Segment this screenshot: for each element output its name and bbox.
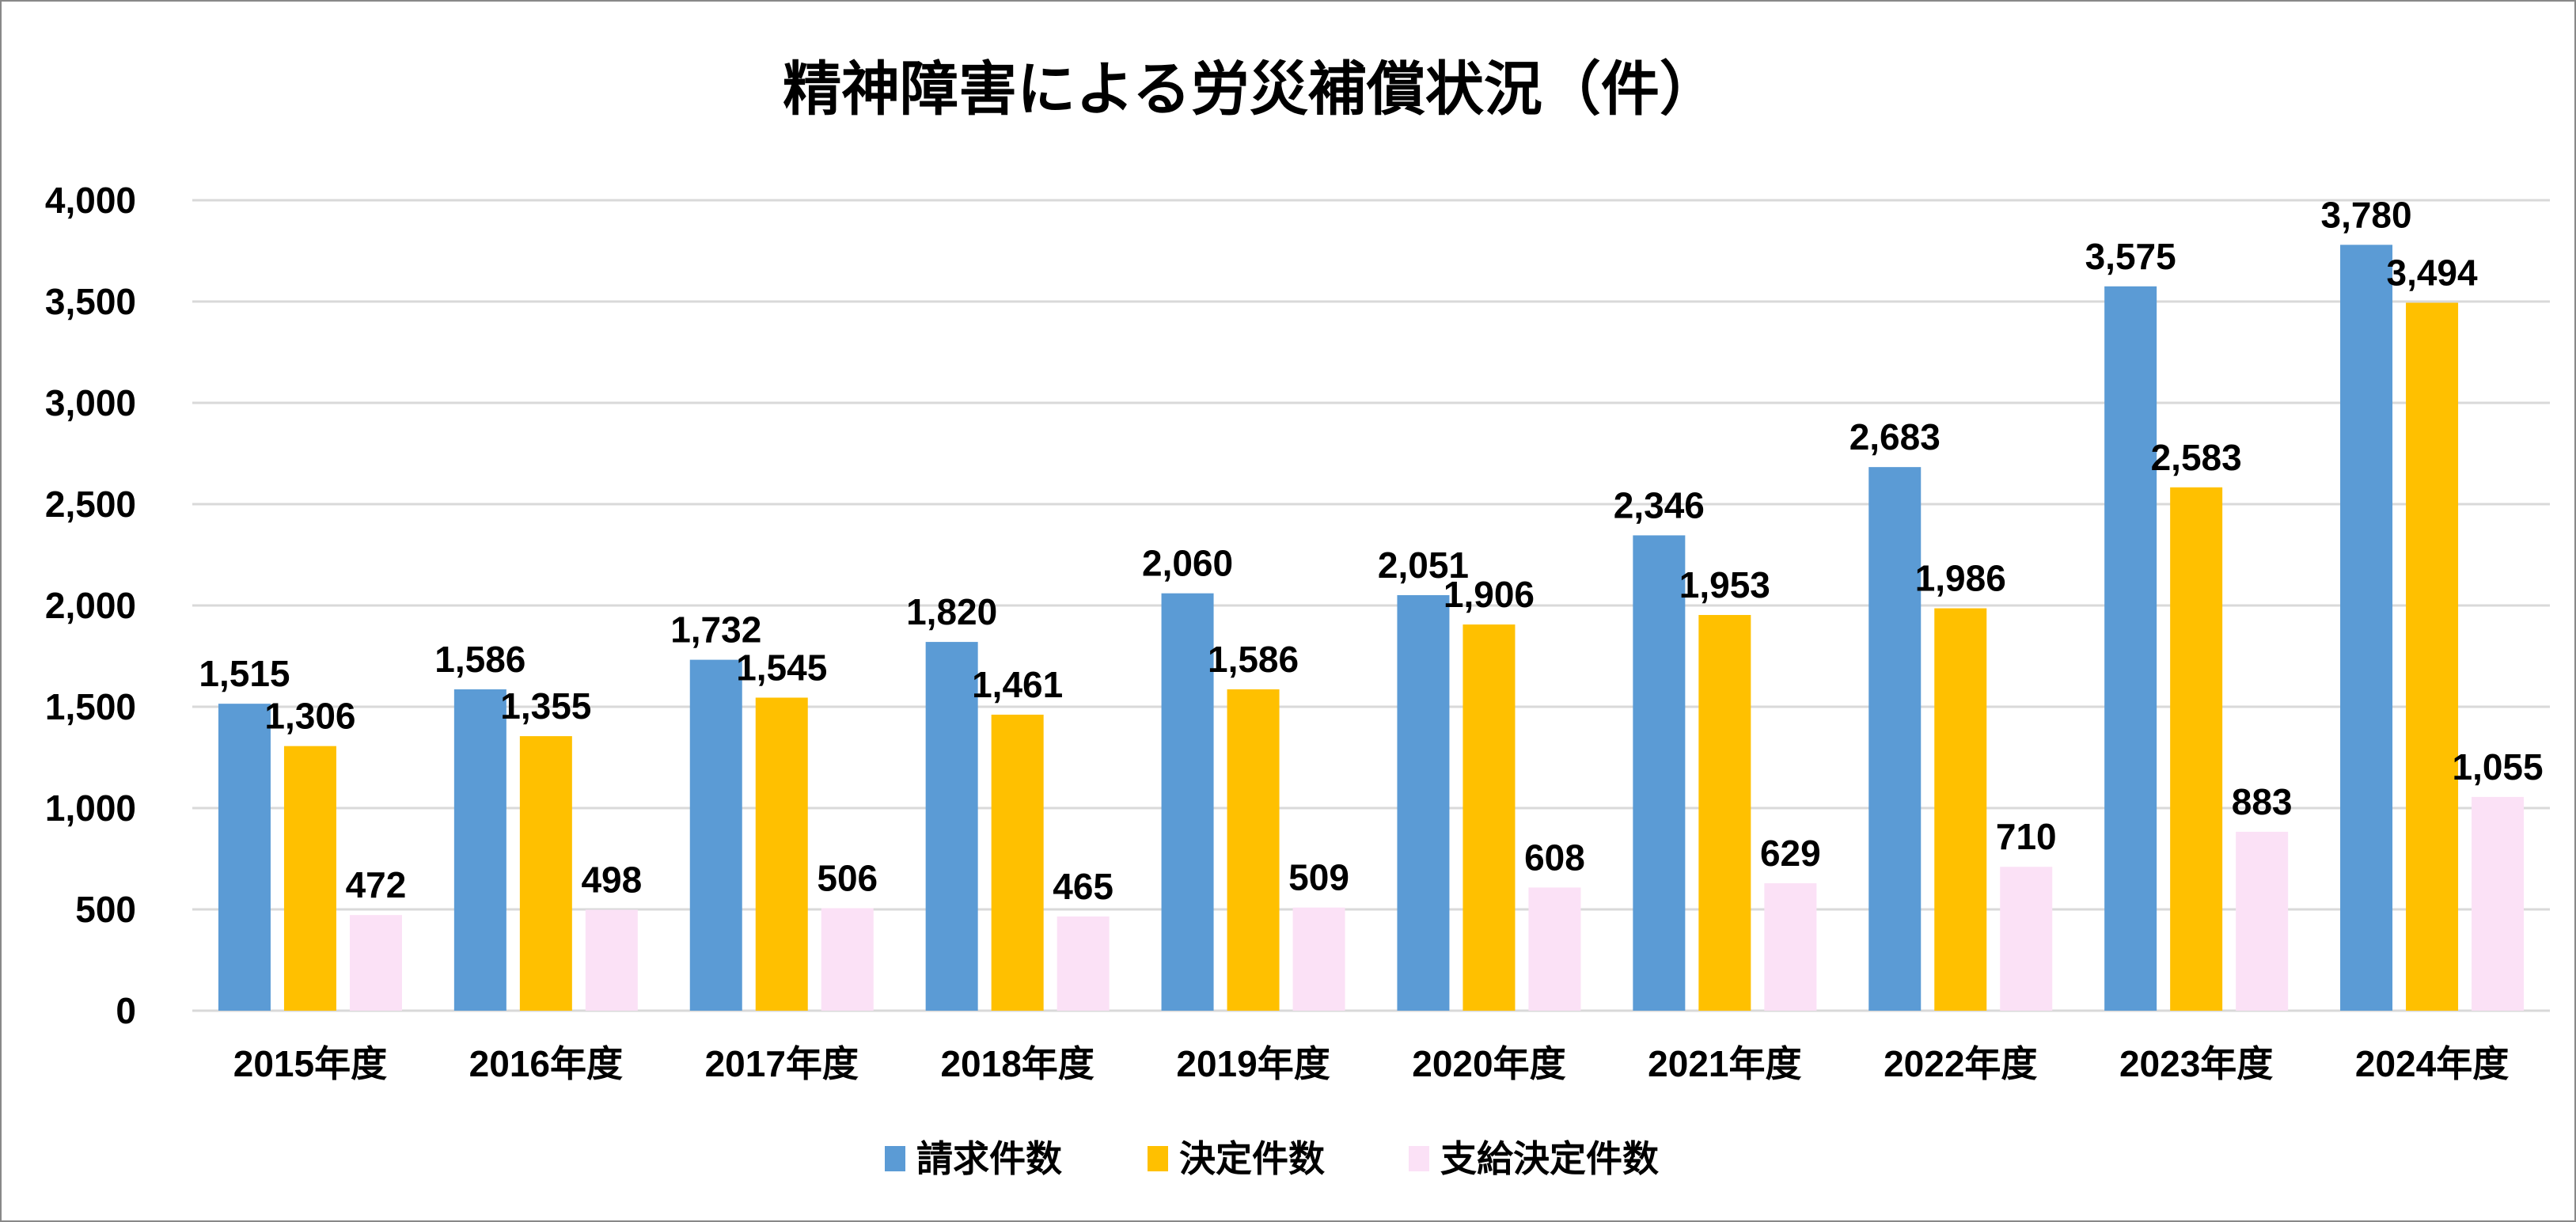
data-label: 3,780: [2320, 194, 2411, 235]
x-tick-label: 2017年度: [705, 1043, 859, 1084]
bar-1: [1397, 594, 1450, 1011]
data-label: 710: [1996, 816, 2057, 857]
y-tick-label: 4,000: [45, 180, 136, 221]
bar-1: [1633, 535, 1686, 1011]
legend-swatch: [885, 1146, 905, 1171]
bar-3: [349, 915, 402, 1011]
legend-swatch: [1409, 1146, 1429, 1171]
data-label: 1,515: [199, 653, 290, 694]
y-tick-label: 3,000: [45, 382, 136, 423]
x-tick-label: 2019年度: [1176, 1043, 1330, 1084]
data-label: 1,355: [500, 685, 591, 727]
data-label: 1,545: [736, 647, 827, 688]
data-label: 465: [1053, 866, 1113, 907]
x-tick-label: 2021年度: [1648, 1043, 1801, 1084]
data-label: 1,820: [906, 591, 997, 632]
data-label: 1,986: [1915, 558, 2006, 599]
y-tick-label: 0: [116, 990, 136, 1031]
bar-1: [689, 659, 742, 1011]
data-label: 2,346: [1614, 484, 1705, 526]
data-label: 3,575: [2085, 236, 2176, 277]
data-label: 1,306: [264, 696, 355, 737]
y-axis: 0 500 1,000 1,500 2,000 2,500 3,000 3,500 4,000: [45, 180, 136, 1031]
data-label: 1,461: [972, 664, 1063, 705]
x-tick-label: 2015年度: [233, 1043, 387, 1084]
bar-3: [821, 908, 874, 1011]
x-tick-label: 2016年度: [469, 1043, 623, 1084]
data-label: 1,953: [1679, 564, 1770, 605]
x-tick-label: 2023年度: [2119, 1043, 2273, 1084]
bar-2: [1698, 615, 1751, 1011]
data-label: 1,586: [1208, 639, 1299, 680]
y-tick-label: 2,500: [45, 484, 136, 525]
y-tick-label: 1,000: [45, 787, 136, 829]
legend: 請求件数 決定件数 支給決定件数: [885, 1138, 1659, 1179]
gridlines: [192, 199, 2550, 1012]
bar-1: [218, 704, 271, 1011]
bar-2: [283, 746, 336, 1011]
bar-2: [1934, 608, 1987, 1011]
y-tick-label: 2,000: [45, 585, 136, 626]
legend-swatch: [1148, 1146, 1168, 1171]
bar-3: [2472, 796, 2525, 1011]
bar-3: [1528, 887, 1581, 1011]
x-tick-label: 2020年度: [1412, 1043, 1565, 1084]
bar-2: [2406, 302, 2459, 1011]
bar-2: [519, 736, 572, 1011]
bar-3: [1764, 882, 1817, 1011]
bar-3: [2000, 867, 2053, 1011]
bar-1: [2104, 286, 2157, 1011]
bar-2: [2170, 487, 2223, 1011]
bar-3: [2236, 831, 2289, 1011]
chart-title: 精神障害による労災補償状況（件）: [783, 56, 1718, 122]
bar-3: [1057, 916, 1110, 1011]
bar-1: [2340, 245, 2393, 1011]
data-label: 883: [2232, 781, 2293, 822]
y-tick-label: 3,500: [45, 281, 136, 322]
legend-label: 請求件数: [916, 1138, 1062, 1179]
x-tick-label: 2024年度: [2355, 1043, 2509, 1084]
x-axis: 2015年度 2016年度 2017年度 2018年度 2019年度 2020年度 2021…: [233, 1043, 2509, 1084]
bar-1: [1868, 467, 1922, 1011]
data-label: 498: [581, 860, 642, 901]
bar-1: [453, 689, 506, 1011]
data-label: 608: [1524, 837, 1585, 878]
data-label: 2,051: [1378, 545, 1469, 586]
data-label: 2,060: [1142, 543, 1233, 584]
x-tick-label: 2018年度: [940, 1043, 1094, 1084]
data-label: 2,583: [2151, 437, 2242, 478]
bar-2: [1463, 624, 1516, 1011]
data-label: 1,906: [1444, 574, 1535, 615]
bar-1: [1161, 593, 1214, 1011]
data-label: 3,494: [2386, 252, 2478, 294]
data-label: 629: [1760, 833, 1821, 874]
data-label: 506: [817, 857, 878, 898]
data-label: 1,055: [2452, 746, 2543, 787]
bar-2: [755, 697, 808, 1011]
data-label: 1,732: [670, 609, 761, 651]
x-tick-label: 2022年度: [1884, 1043, 2037, 1084]
bar-3: [1292, 907, 1345, 1011]
bar-1: [925, 642, 978, 1011]
data-label: 509: [1288, 857, 1349, 898]
data-label: 472: [346, 864, 407, 905]
data-label: 2,683: [1849, 416, 1941, 457]
bar-2: [1227, 689, 1280, 1011]
y-tick-label: 500: [75, 889, 136, 930]
legend-label: 決定件数: [1179, 1138, 1325, 1179]
bar-3: [585, 909, 638, 1011]
bar-2: [991, 714, 1044, 1011]
bars: [218, 245, 2525, 1011]
y-tick-label: 1,500: [45, 686, 136, 727]
legend-label: 支給決定件数: [1440, 1138, 1659, 1179]
data-label: 1,586: [434, 639, 525, 680]
